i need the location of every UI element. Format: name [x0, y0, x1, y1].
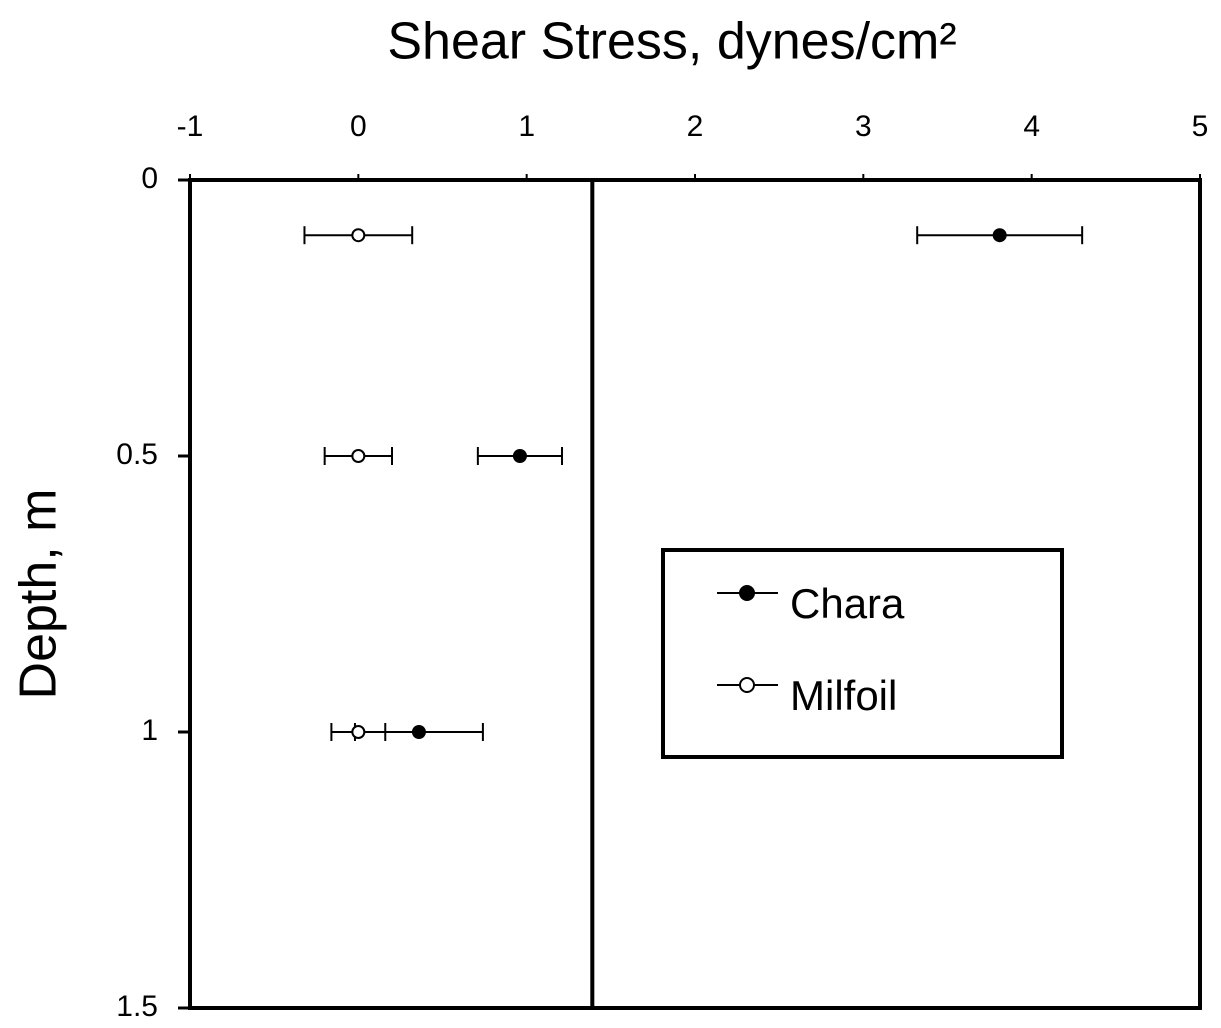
x-tick-label: 4	[1023, 110, 1040, 143]
chart-title: Shear Stress, dynes/cm²	[387, 13, 956, 71]
point	[351, 228, 366, 243]
point	[351, 725, 366, 739]
x-tick-label: 0	[350, 110, 367, 143]
y-tick-label: 1	[141, 714, 158, 747]
point	[411, 725, 426, 739]
x-tick-label: -1	[177, 110, 204, 143]
legend-box	[661, 548, 1064, 759]
x-tick-label: 2	[687, 110, 704, 143]
x-tick-label: 5	[1192, 110, 1209, 143]
y-tick-label: 0.5	[116, 438, 158, 471]
point	[512, 449, 527, 463]
point	[992, 228, 1007, 243]
legend-marker	[739, 585, 755, 601]
legend-marker	[739, 677, 755, 693]
y-axis-label: Depth, m	[10, 489, 68, 700]
legend-label: Chara	[790, 580, 905, 627]
legend-label: Milfoil	[790, 672, 897, 719]
y-tick-label: 0	[141, 162, 158, 195]
y-tick-label: 1.5	[116, 990, 158, 1023]
point	[351, 449, 366, 463]
x-tick-label: 3	[855, 110, 872, 143]
x-tick-label: 1	[518, 110, 535, 143]
